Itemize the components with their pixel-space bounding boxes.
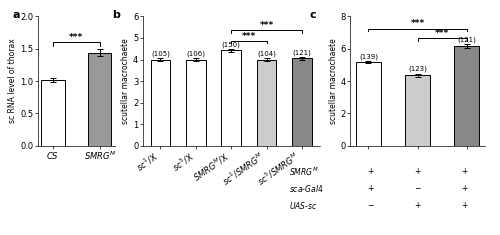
Bar xyxy=(88,53,112,146)
Text: +: + xyxy=(367,184,374,193)
Bar xyxy=(356,62,380,146)
Text: (123): (123) xyxy=(408,66,427,72)
Text: (106): (106) xyxy=(186,51,206,57)
Text: ***: *** xyxy=(69,33,84,42)
Text: c: c xyxy=(310,10,316,20)
Bar xyxy=(150,59,170,146)
Text: (105): (105) xyxy=(151,51,170,57)
Y-axis label: sc RNA level of thorax: sc RNA level of thorax xyxy=(8,39,18,123)
Text: +: + xyxy=(462,201,468,210)
Text: ***: *** xyxy=(410,19,424,28)
Text: $UAS$-$sc$: $UAS$-$sc$ xyxy=(289,200,318,211)
Text: −: − xyxy=(414,184,420,193)
Text: ***: *** xyxy=(242,32,256,41)
Text: −: − xyxy=(367,201,374,210)
Bar xyxy=(405,75,430,146)
Text: (121): (121) xyxy=(457,37,476,43)
Text: +: + xyxy=(462,184,468,193)
Text: +: + xyxy=(414,167,420,176)
Bar xyxy=(222,51,241,146)
Bar xyxy=(257,59,276,146)
Text: (150): (150) xyxy=(222,41,240,48)
Text: b: b xyxy=(112,10,120,20)
Text: +: + xyxy=(462,167,468,176)
Bar xyxy=(41,80,64,146)
Text: +: + xyxy=(414,201,420,210)
Text: a: a xyxy=(12,10,20,20)
Y-axis label: scutellar macrochaete: scutellar macrochaete xyxy=(328,38,338,124)
Text: (104): (104) xyxy=(258,51,276,57)
Bar xyxy=(186,59,206,146)
Text: ***: *** xyxy=(435,29,449,38)
Text: (121): (121) xyxy=(292,49,312,56)
Y-axis label: scutellar macrochaete: scutellar macrochaete xyxy=(121,38,130,124)
Text: (139): (139) xyxy=(359,53,378,60)
Text: +: + xyxy=(367,167,374,176)
Bar xyxy=(454,46,479,146)
Text: $SMRG^M$: $SMRG^M$ xyxy=(289,165,319,178)
Text: $sca$-$Gal4$: $sca$-$Gal4$ xyxy=(289,183,324,194)
Text: ***: *** xyxy=(260,21,274,30)
Bar xyxy=(292,59,312,146)
